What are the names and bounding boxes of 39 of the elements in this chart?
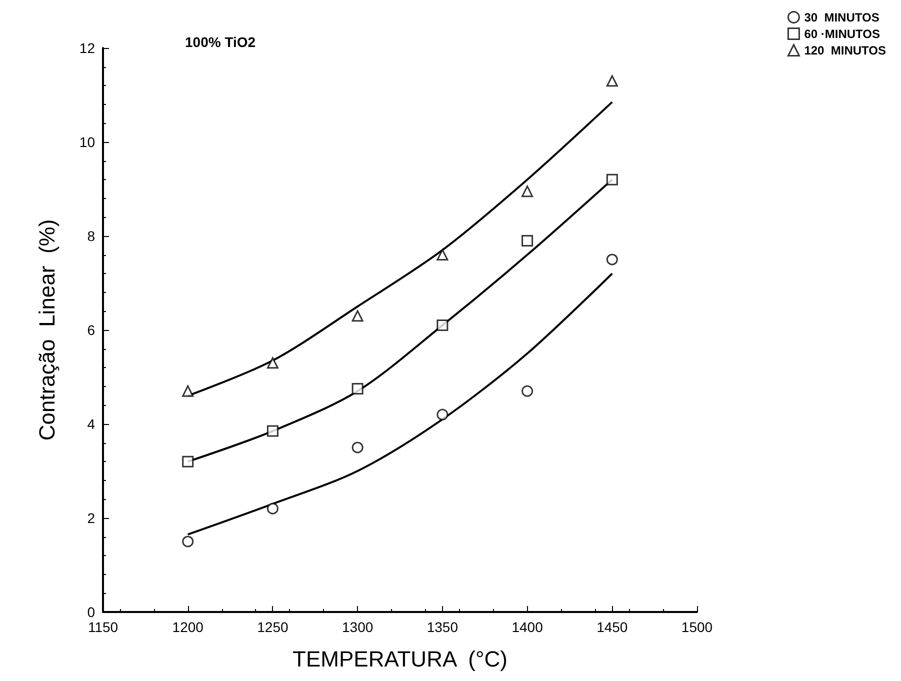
x-tick-label: 1300 [342, 619, 374, 635]
point [266, 502, 278, 514]
x-tick-label: 1400 [512, 619, 544, 635]
point [182, 385, 194, 397]
point [182, 456, 194, 468]
y-tick-label: 2 [87, 510, 96, 526]
y-tick-label: 10 [79, 134, 96, 150]
x-tick-label: 1350 [426, 619, 458, 635]
point [606, 174, 618, 186]
point [352, 383, 364, 394]
x-tick-label: 1250 [257, 619, 288, 635]
point [522, 186, 534, 198]
legend-label: 30 MINUTOS [804, 10, 880, 24]
point [436, 249, 448, 261]
y-tick-label: 8 [87, 228, 96, 244]
chart-title: 100% TiO2 [185, 34, 256, 50]
x-tick-label: 1200 [172, 619, 204, 635]
point [266, 357, 278, 369]
point [182, 536, 194, 548]
point [436, 320, 448, 332]
y-tick-label: 4 [87, 416, 96, 432]
point [606, 75, 618, 87]
y-tick-label: 12 [79, 40, 96, 56]
point [352, 310, 364, 322]
point [266, 425, 278, 437]
point [522, 234, 534, 246]
point [522, 385, 534, 397]
x-tick-label: 1500 [681, 619, 713, 635]
point [352, 442, 364, 454]
x-tick-label: 1150 [88, 619, 118, 635]
y-tick-label: 0 [87, 604, 96, 620]
point [436, 408, 448, 420]
x-axis-title: TEMPERATURA (°C) [292, 646, 508, 672]
x-tick-label: 1450 [596, 619, 628, 635]
y-axis-title: Contração Linear (%) [34, 219, 60, 441]
legend-label: 120 MINUTOS [804, 43, 886, 58]
point [606, 254, 618, 266]
y-tick-label: 6 [87, 322, 96, 338]
legend-label: 60 ·MINUTOS [804, 26, 880, 41]
